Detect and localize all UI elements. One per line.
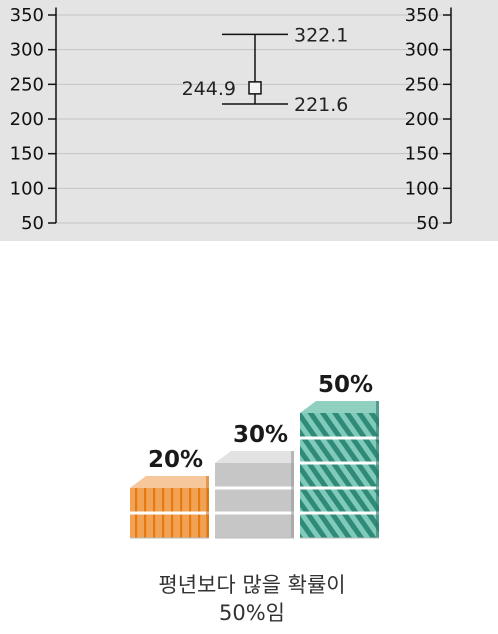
right-tick-label: 250 — [405, 74, 439, 95]
left-tick-label: 50 — [21, 213, 44, 234]
probability-label: 30% — [233, 422, 288, 448]
probability-label: 20% — [148, 447, 203, 473]
bar-front — [300, 413, 379, 538]
lower-value-label: 221.6 — [294, 94, 348, 116]
upper-value-label: 322.1 — [294, 24, 348, 46]
error-bar-panel: 350 350 300 300 250 250 200 200 150 150 100 100 50 50… — [0, 0, 498, 241]
left-tick-label: 300 — [10, 40, 44, 61]
block-separator — [300, 486, 379, 490]
left-tick-label: 350 — [10, 5, 44, 26]
bar-side-edge — [376, 401, 379, 538]
bar-top-face — [300, 401, 379, 413]
median-value-label: 244.9 — [182, 78, 236, 100]
bar-top-face — [130, 476, 209, 488]
bar-side-edge — [291, 451, 294, 538]
left-tick-label: 100 — [10, 178, 44, 199]
block-separator — [300, 461, 379, 465]
caption-line-1: 평년보다 많을 확률이 — [158, 573, 345, 597]
left-tick-label: 150 — [10, 144, 44, 165]
median-marker — [248, 81, 262, 95]
bar-side-edge — [206, 476, 209, 538]
right-tick-label: 50 — [416, 213, 439, 234]
bar-front — [215, 463, 294, 538]
bar-top-face — [215, 451, 294, 463]
caption-line-2: 50%임 — [219, 601, 285, 625]
right-tick-label: 100 — [405, 178, 439, 199]
block-separator — [215, 486, 294, 490]
right-tick-label: 300 — [405, 40, 439, 61]
block-separator — [215, 511, 294, 515]
block-separator — [300, 511, 379, 515]
block-separator — [130, 511, 209, 515]
right-tick-label: 350 — [405, 5, 439, 26]
probability-bar — [130, 476, 209, 539]
right-tick-label: 150 — [405, 144, 439, 165]
left-tick-label: 250 — [10, 74, 44, 95]
probability-bar-panel: 20% 30% 50% 평년보다 많을 확률이 50%임 — [130, 372, 379, 625]
plot-background — [0, 0, 498, 241]
probability-bar — [215, 451, 294, 539]
block-separator — [300, 436, 379, 440]
probability-bar — [300, 401, 379, 539]
right-tick-label: 200 — [405, 109, 439, 130]
probability-label: 50% — [318, 372, 373, 398]
left-tick-label: 200 — [10, 109, 44, 130]
